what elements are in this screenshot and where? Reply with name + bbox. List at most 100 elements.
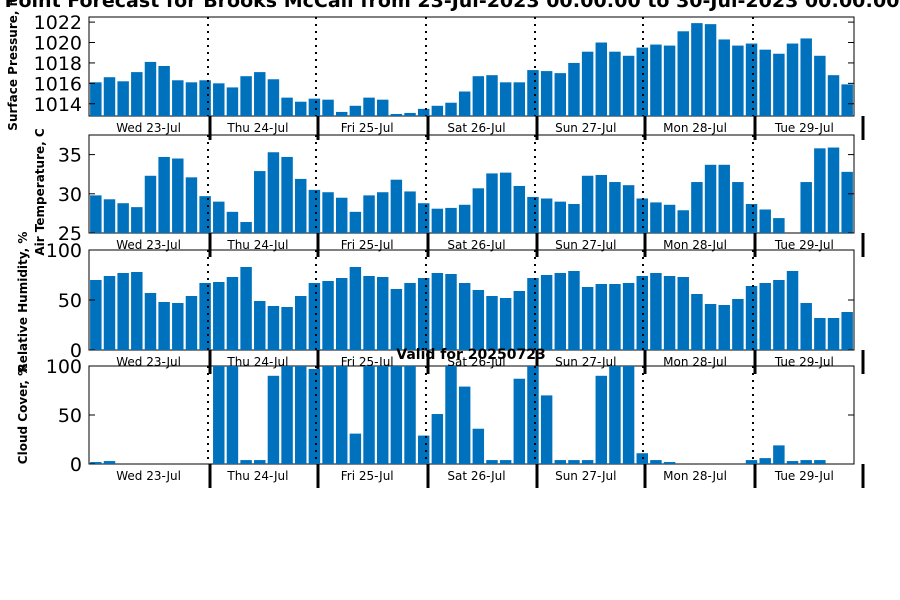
bar (499, 460, 512, 464)
bar (267, 152, 280, 233)
bar (90, 82, 102, 116)
bar (90, 195, 102, 233)
y-tick-label: 35 (58, 145, 82, 167)
bar (226, 366, 239, 464)
bar (363, 195, 375, 233)
bar (103, 199, 116, 233)
bar (513, 82, 526, 116)
bar (376, 99, 389, 116)
bar (800, 303, 812, 350)
bar (745, 43, 758, 116)
bar (103, 276, 116, 350)
day-label: Mon 28-Jul (663, 238, 727, 252)
bar (527, 196, 539, 233)
y-tick-label: 1014 (34, 94, 82, 116)
day-label: Tue 29-Jul (774, 355, 834, 369)
bar (759, 458, 771, 464)
bar (349, 433, 362, 464)
bar (267, 79, 280, 116)
day-label: Fri 25-Jul (341, 121, 394, 135)
bar (308, 283, 321, 350)
bar (458, 204, 471, 233)
bar (841, 171, 853, 233)
bar (745, 460, 758, 464)
bar (322, 192, 334, 233)
bar (458, 91, 471, 116)
day-label: Sat 26-Jul (447, 238, 505, 252)
bar (595, 284, 608, 350)
humidity-panel: 0 50 100 Wed 23-Jul Thu 24-Jul Fri 25-Jul Sat … (46, 240, 865, 374)
bar (131, 72, 143, 116)
bar (527, 278, 539, 350)
y-tick-label: 100 (46, 240, 82, 262)
bar (827, 147, 840, 233)
bar (472, 428, 485, 464)
bar (581, 51, 594, 117)
bar (554, 201, 567, 233)
temperature-ylabel: Air Temperature, C (33, 128, 47, 256)
bar (144, 61, 157, 116)
bar (841, 84, 853, 116)
bar (445, 366, 457, 464)
day-label: Sun 27-Jul (555, 355, 616, 369)
bar (172, 80, 184, 116)
bar (322, 281, 334, 350)
bar (417, 203, 430, 233)
bar (677, 31, 689, 116)
bar (240, 222, 252, 233)
bar (335, 278, 348, 350)
day-label: Wed 23-Jul (116, 121, 181, 135)
bar (295, 178, 307, 233)
bar (445, 102, 457, 116)
bar (158, 156, 170, 233)
bar (390, 179, 403, 233)
y-tick-label: 1016 (34, 73, 82, 95)
bar (636, 198, 648, 233)
day-label: Mon 28-Jul (663, 121, 727, 135)
bar (226, 211, 239, 233)
bar (745, 203, 758, 233)
bar (322, 99, 334, 116)
bar (718, 39, 730, 117)
bar (650, 202, 662, 233)
bar (240, 267, 252, 350)
bar (103, 77, 116, 116)
bar (568, 203, 580, 233)
bar (786, 461, 799, 464)
cloud-cover-panel: Valid for 20250723 0 50 100 Wed 23-Jul Thu 2… (46, 347, 865, 488)
bar (308, 98, 321, 116)
bar (335, 366, 348, 464)
bar (417, 108, 430, 116)
bar (499, 82, 512, 116)
bar (144, 293, 157, 350)
figure-title: Point Forecast for Brooks McCall from 23… (5, 0, 900, 12)
bar (404, 366, 416, 464)
bar (827, 75, 840, 116)
bar (254, 460, 266, 464)
bar (732, 299, 744, 350)
bar (472, 76, 485, 116)
bar (172, 303, 184, 350)
bar (335, 197, 348, 233)
bar (595, 174, 608, 233)
bar (295, 296, 307, 350)
bar (622, 55, 635, 116)
bar (431, 208, 444, 233)
day-label: Thu 24-Jul (226, 238, 288, 252)
bar (773, 218, 785, 233)
bar (622, 185, 635, 233)
bar (281, 97, 293, 116)
bar (131, 272, 143, 350)
bar (131, 207, 143, 233)
bar (759, 49, 771, 116)
y-tick-label: 0 (70, 454, 82, 476)
bar (376, 192, 389, 233)
bar (472, 188, 485, 233)
bar (390, 366, 403, 464)
pressure-ylabel: Surface Pressure, mb (6, 0, 20, 131)
bar (458, 283, 471, 350)
y-tick-label: 25 (58, 223, 82, 245)
bar (704, 164, 717, 233)
